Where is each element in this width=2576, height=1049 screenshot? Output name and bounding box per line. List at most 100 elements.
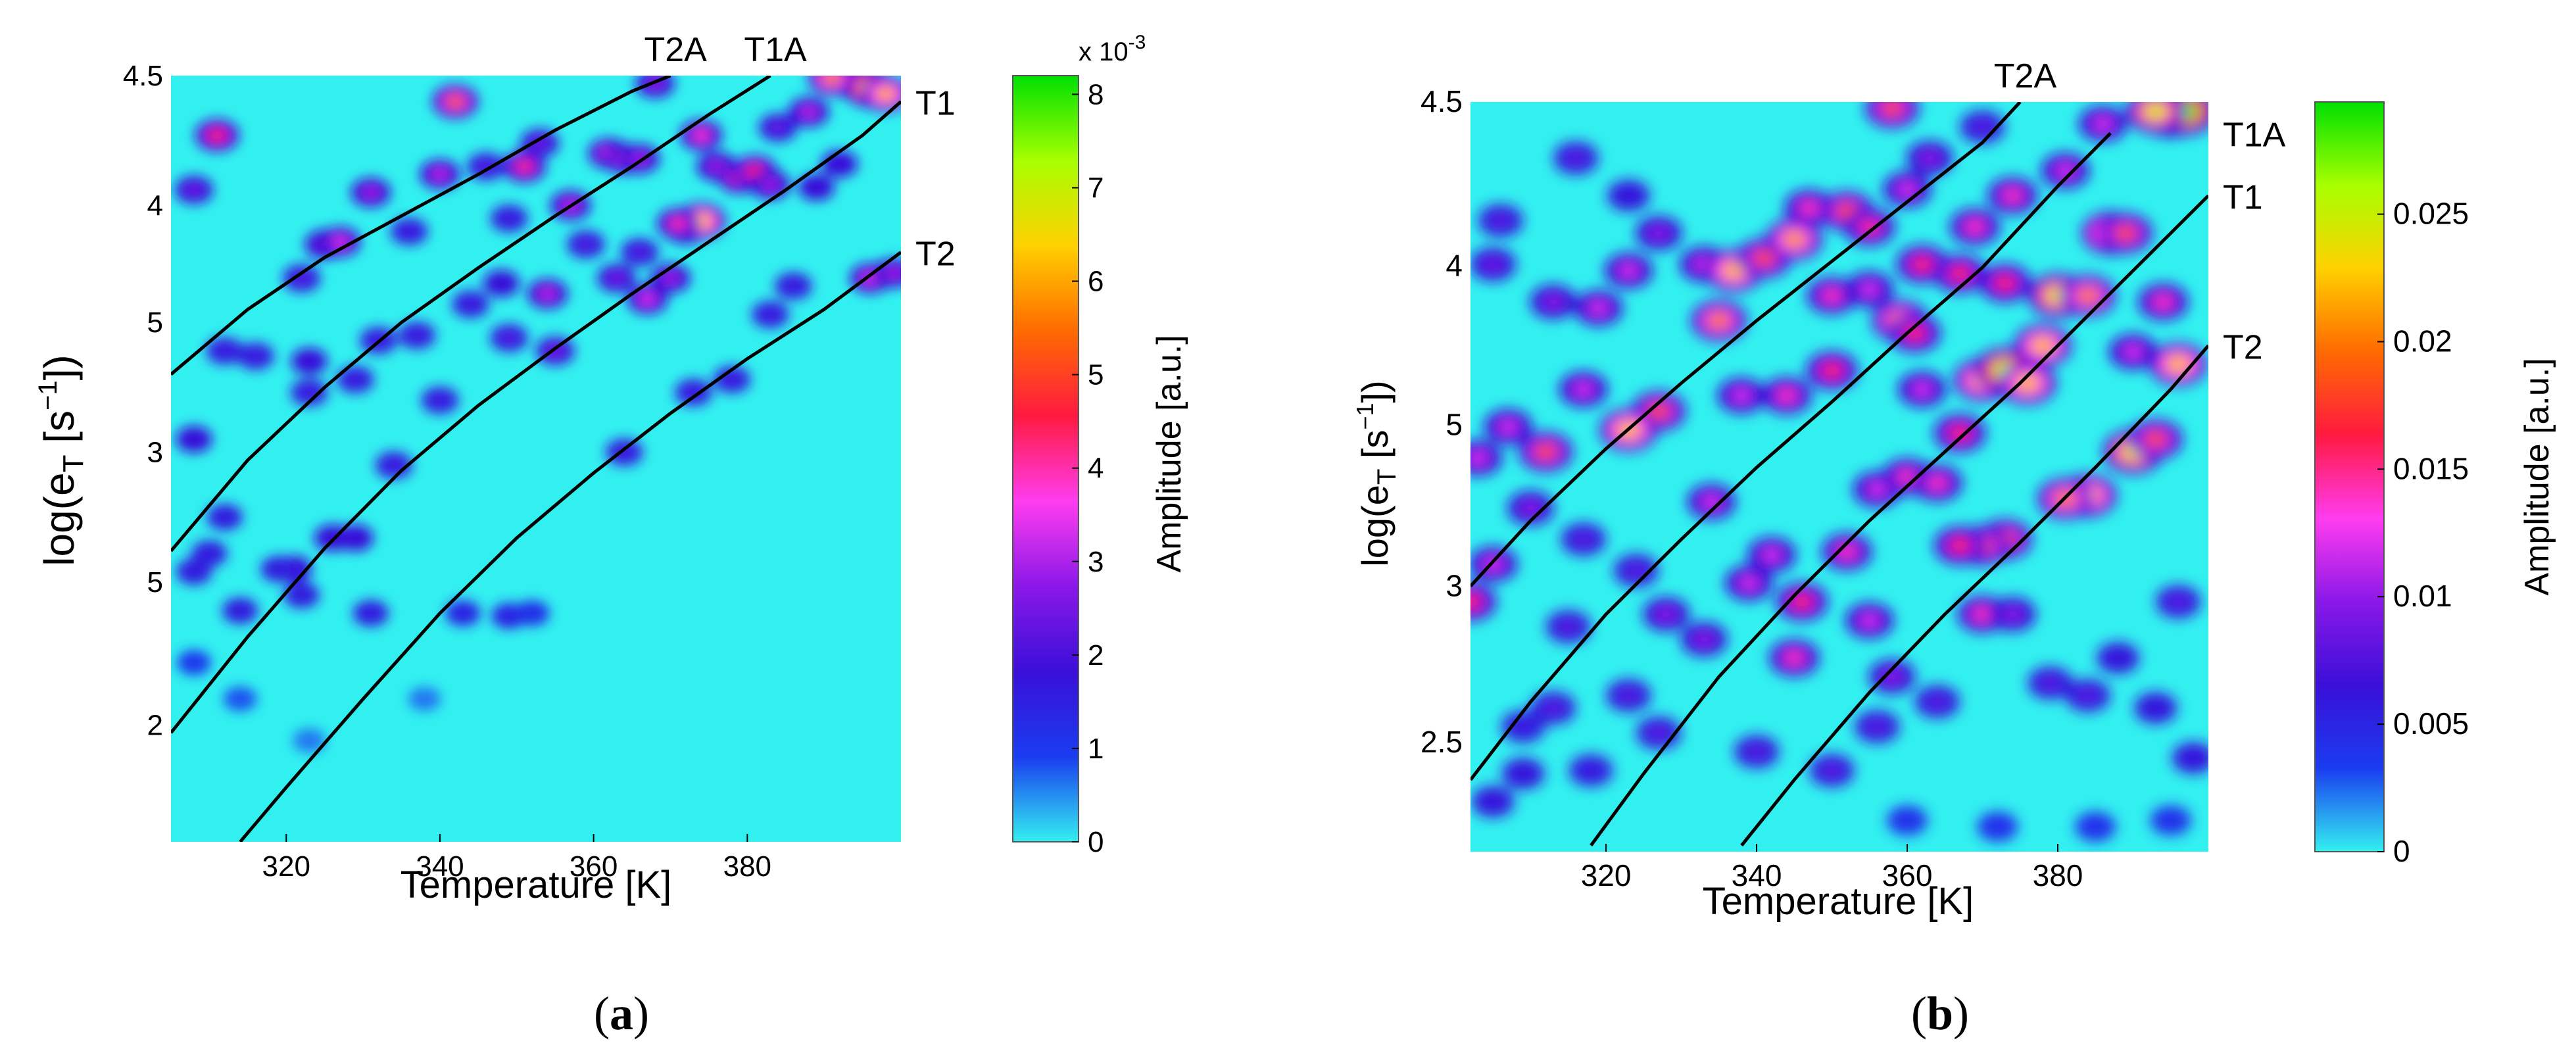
heatmap-spot-core [1897,182,1917,197]
heatmap-spot-core [1822,288,1843,303]
heatmap-spot-core [608,272,625,284]
heatmap-spot-core [2003,607,2022,622]
heatmap-spot-core [1973,120,1992,134]
heatmap-spot-core [578,239,594,251]
heatmap-spot-core [724,374,740,385]
colorbar-tick-label: 0.015 [2393,451,2469,485]
heatmap-spot-core [1573,382,1593,397]
plot-area-a [171,76,901,842]
heatmap-spot-core [1964,219,1985,235]
heatmap-spot-halo [2097,642,2139,674]
heatmap-spot-core [1619,689,1638,702]
heatmap-spot-core [1821,362,1843,379]
heatmap-spot-core [1747,744,1766,759]
heatmap-spot-core [1949,537,1971,554]
y-tick-label: 4 [1446,248,1463,282]
heatmap-spot-core [1881,102,1903,116]
heatmap-spot-core [800,106,817,118]
x-axis-label-b: Temperature [K] [1703,880,1974,923]
heatmap-spot-core [1920,151,1939,165]
heatmap-spot-halo [337,524,374,552]
heatmap-spot-core [1484,257,1503,272]
curve-label-t2a: T2A [644,31,707,69]
heatmap-spot-halo [222,597,258,624]
heatmap-spot-core [1543,295,1563,309]
colorbar-tick-label: 1 [1088,733,1104,765]
heatmap-spot-core [1492,214,1510,228]
heatmap-spot-core [1649,726,1668,740]
curve-label-t1a: T1A [2223,116,2286,155]
heatmap-spot-core [539,287,556,300]
heatmap-spot-core [1753,250,1776,266]
heatmap-spot-core [431,168,449,181]
heatmap-spot-core [1694,632,1714,646]
heatmap-spots-a [174,76,901,753]
heatmap-spot-core [1949,266,1971,281]
curve-t1a [1470,132,2112,781]
x-tick-label: 340 [416,850,464,883]
heatmap-spot-core [2145,431,2167,448]
colorbar-ticks-b: 0 0.005 0.01 0.015 0.02 0.025 [2377,197,2469,868]
heatmap-spot-core [669,217,687,230]
heatmap-spot-core [386,460,402,471]
curve-label-t2: T2 [2223,329,2263,367]
y-axis-label-b: log(eT [s−1]) [1351,380,1401,566]
heatmap-spot-core [1994,275,2016,291]
heatmap-spot-halo [2075,812,2116,842]
y-tick-label: 5 [147,306,163,339]
heatmap-spot-core [1498,420,1519,434]
y-ticks-a: 4.5 4 5 3 5 2 [123,60,163,741]
heatmap-spot-halo [293,728,326,753]
curve-label-t1: T1 [915,84,956,122]
curve-t1a [171,76,771,552]
y-tick-label: 3 [1446,568,1463,602]
colorbar-b: 0 0.005 0.01 0.015 0.02 0.025 Amplitude [a.u.… [2314,101,2556,868]
curve-t1 [171,100,901,734]
colorbar-tick-label: 0.025 [2393,197,2469,231]
heatmap-spot-core [1582,764,1600,777]
x-axis-label-a: Temperature [K] [401,864,672,906]
colorbar-tick-label: 6 [1088,266,1104,298]
heatmap-spot-core [1867,482,1887,497]
heatmap-spot-core [662,272,679,285]
y-tick-label: 2.5 [1421,725,1463,759]
colorbar-gradient-b [2314,101,2385,852]
x-tick-label: 360 [570,850,618,883]
heatmap-spot-core [516,160,533,173]
curve-t1 [1590,194,2208,846]
heatmap-spot-core [770,122,786,134]
heatmap-spot-core [2076,287,2100,305]
heatmap-spot-core [693,129,710,142]
heatmap-spot-core [1514,720,1532,733]
heatmap-spot-core [547,345,564,357]
x-ticks-a: 320 340 360 380 [262,834,771,883]
colorbar-tick-label: 0.02 [2393,324,2452,358]
heatmap-spot-halo [1887,805,1928,836]
x-tick-label: 380 [2033,858,2083,892]
heatmap-spot-core [1927,476,1948,491]
heatmap-spot-halo [1607,180,1650,212]
heatmap-spot-core [217,345,233,356]
heatmap-spot-core [401,226,417,237]
heatmap-spot-core [2002,188,2023,203]
heatmap-spot-halo [821,150,858,178]
heatmap-spot-core [1707,312,1731,329]
chart-b: T2A T1A T1 T2 320 340 360 380 4.5 4 5 3 2.5 Temper… [1351,57,2556,923]
heatmap-spot-core [501,332,517,344]
colorbar-tick-label: 4 [1088,452,1104,485]
heatmap-spot-core [1618,263,1639,278]
curve-label-t2a: T2A [1994,57,2057,95]
caption-b: (b) [1910,987,1969,1040]
heatmap-spot-core [2093,116,2113,132]
x-tick-label: 340 [1732,858,1782,892]
colorbar-ticks-a: 0 1 2 3 4 5 6 7 8 [1072,78,1104,858]
curve-labels-a: T2A T1A T1 T2 [644,31,955,274]
heatmap-spot-halo [1471,786,1515,817]
heatmap-spot-core [1559,620,1578,634]
heatmap-spot-core [2016,374,2040,392]
heatmap-spot-core [2114,225,2137,241]
y-tick-label: 3 [147,437,163,469]
x-ticks-b: 320 340 360 380 [1581,844,2083,892]
heatmap-spot-core [639,293,656,305]
curve-label-t1a: T1A [744,31,807,69]
